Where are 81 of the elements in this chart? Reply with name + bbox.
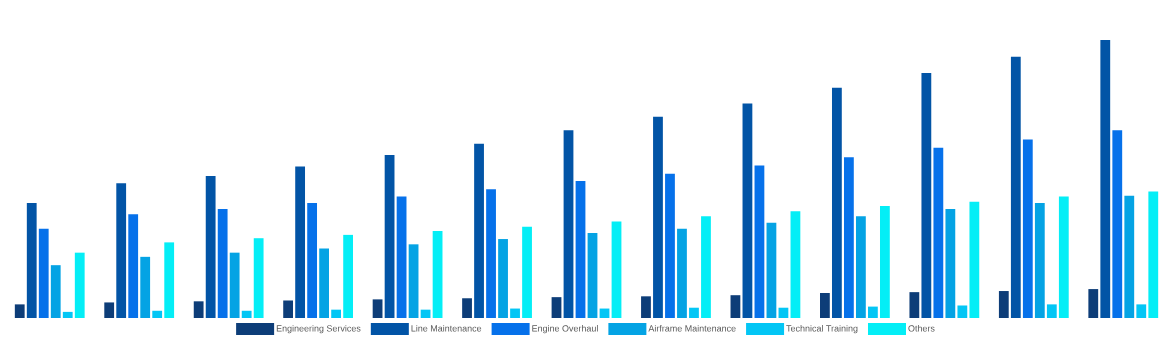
- bar: [945, 209, 956, 318]
- bar: [831, 87, 842, 318]
- bar: [998, 291, 1009, 318]
- bar: [1010, 56, 1021, 318]
- bar: [152, 310, 163, 318]
- bar: [498, 239, 508, 318]
- bar: [575, 180, 586, 318]
- bar: [819, 292, 830, 318]
- bar: [730, 295, 741, 318]
- bar: [843, 157, 854, 318]
- bar: [295, 166, 306, 318]
- bar: [1148, 191, 1159, 318]
- bar: [38, 228, 49, 318]
- bar: [283, 300, 294, 318]
- bar: [665, 173, 675, 318]
- bar: [432, 230, 443, 318]
- bar: [462, 298, 472, 318]
- bar: [1034, 202, 1045, 318]
- legend-label: Others: [908, 324, 935, 332]
- bar: [587, 232, 598, 318]
- bar: [563, 130, 574, 318]
- bar: [1058, 196, 1069, 318]
- bar: [62, 311, 73, 318]
- bar: [921, 73, 932, 318]
- bar: [766, 222, 777, 318]
- bar: [331, 309, 342, 318]
- bar: [164, 242, 175, 318]
- bar: [307, 202, 318, 318]
- bar: [104, 302, 115, 318]
- bar: [909, 292, 920, 318]
- bar: [319, 248, 330, 318]
- bar: [855, 216, 866, 318]
- bar: [754, 165, 765, 318]
- bar: [343, 234, 354, 318]
- bar: [1100, 40, 1111, 318]
- bar: [867, 306, 878, 318]
- bar: [790, 211, 801, 318]
- bar: [611, 221, 622, 318]
- legend-label: Engineering Services: [276, 324, 361, 334]
- bar: [742, 103, 753, 318]
- bar: [372, 299, 383, 318]
- bar: [677, 228, 687, 318]
- bar: [50, 265, 61, 318]
- bar: [551, 297, 562, 318]
- bar: [879, 205, 890, 318]
- bar: [1022, 139, 1033, 318]
- bar: [384, 155, 395, 318]
- bar: [396, 196, 407, 318]
- bar: [229, 252, 240, 318]
- legend-label: Airframe Maintenance: [648, 324, 736, 332]
- bar: [957, 305, 968, 318]
- bar: [128, 214, 139, 318]
- bar: [1136, 304, 1147, 318]
- legend-label: Technical Training: [786, 324, 858, 334]
- bar: [14, 304, 25, 318]
- bar: [26, 202, 37, 318]
- bar: [1112, 130, 1123, 318]
- bar: [701, 216, 711, 318]
- bar: [486, 189, 496, 318]
- bar: [522, 226, 532, 318]
- bar: [74, 252, 85, 318]
- legend-label: Engine Overhaul: [532, 324, 598, 334]
- bar: [1124, 195, 1135, 318]
- bar: [116, 183, 127, 318]
- bar: [241, 310, 252, 318]
- bar: [193, 301, 204, 318]
- bar: [653, 116, 663, 318]
- bar: [1088, 289, 1099, 318]
- bar: [641, 296, 651, 318]
- bar: [933, 147, 944, 318]
- bar: [253, 238, 264, 318]
- bar: [1046, 304, 1057, 318]
- bar: [205, 175, 216, 318]
- bar: [969, 201, 980, 318]
- bar: [689, 307, 699, 318]
- bar: [408, 244, 419, 318]
- bar: [140, 256, 151, 318]
- bar: [217, 209, 228, 318]
- legend-label: Line Maintenance: [411, 324, 482, 332]
- bar: [474, 143, 484, 318]
- bar: [510, 308, 520, 318]
